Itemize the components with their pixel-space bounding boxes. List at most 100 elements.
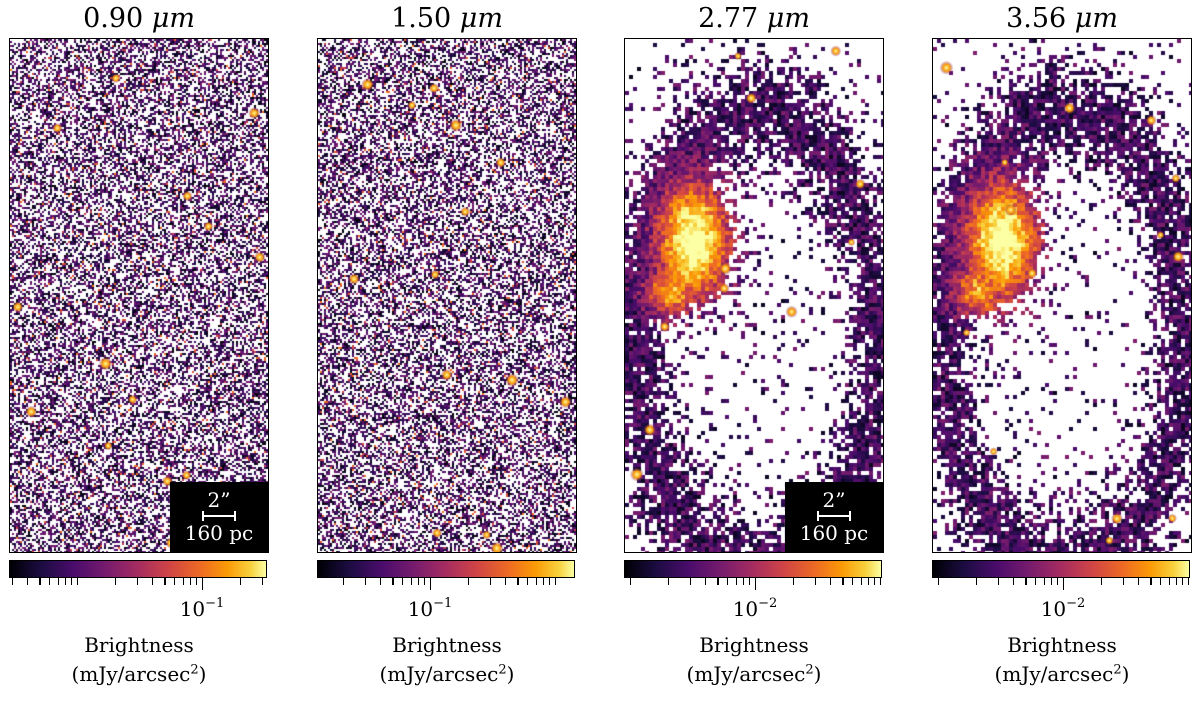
brightness-map-image: 2” 160 pc: [9, 38, 269, 553]
colorbar-ticks: [624, 577, 883, 591]
colorbar-major-tick: [1063, 577, 1065, 590]
colorbar-unit: (mJy/arcsec2): [994, 662, 1130, 686]
colorbar-minor-tick: [1188, 577, 1190, 585]
colorbar-minor-tick: [505, 577, 507, 585]
colorbar-minor-tick: [57, 577, 59, 585]
brightness-map-canvas: [625, 39, 883, 552]
colorbar-minor-tick: [535, 577, 537, 585]
colorbar-minor-tick: [261, 577, 263, 585]
colorbar-minor-tick: [997, 577, 999, 585]
colorbar-label: Brightness: [84, 633, 194, 657]
colorbar-label: Brightness: [699, 633, 809, 657]
colorbar-ticks: [9, 577, 268, 591]
colorbar-minor-tick: [489, 577, 491, 585]
colorbar-minor-tick: [630, 577, 632, 585]
colorbar-minor-tick: [182, 577, 184, 585]
scale-bar-line: [202, 511, 236, 521]
colorbar-unit: (mJy/arcsec2): [379, 662, 515, 686]
colorbar-tick-label: 10−1: [407, 596, 453, 621]
panel-2-77um: 2.77 μm 2” 160 pc 10−2 Brightness (mJy/a…: [624, 0, 884, 701]
colorbar-minor-tick: [867, 577, 870, 585]
panel-0-90um: 0.90 μm 2” 160 pc 10−1 Brightness (mJy/a…: [9, 0, 269, 701]
colorbar-ticks: [932, 577, 1191, 591]
panel-title: 3.56 μm: [1006, 3, 1118, 34]
colorbar-minor-tick: [196, 577, 198, 585]
colorbar-minor-tick: [749, 577, 751, 585]
colorbar-minor-tick: [152, 577, 154, 585]
colorbar-minor-tick: [424, 577, 426, 585]
colorbar-minor-tick: [1043, 577, 1045, 585]
colorbar-major-tick: [755, 577, 757, 590]
colorbar-minor-tick: [1057, 577, 1059, 585]
colorbar-minor-tick: [27, 577, 29, 585]
colorbar-minor-tick: [555, 577, 557, 585]
colorbar-major-tick: [430, 577, 432, 590]
colorbar-minor-tick: [717, 577, 719, 585]
colorbar-ticks: [317, 577, 576, 591]
colorbar-minor-tick: [874, 577, 876, 585]
colorbar-minor-tick: [174, 577, 176, 585]
colorbar-minor-tick: [64, 577, 67, 585]
colorbar-minor-tick: [667, 577, 669, 585]
colorbar-minor-tick: [417, 577, 420, 585]
colorbar-minor-tick: [49, 577, 51, 585]
panel-title: 1.50 μm: [391, 3, 503, 34]
colorbar: [932, 560, 1190, 578]
colorbar-minor-tick: [880, 577, 882, 585]
scale-bar: 2” 160 pc: [170, 482, 268, 552]
colorbar-major-tick: [202, 577, 204, 590]
colorbar-minor-tick: [77, 577, 79, 585]
colorbar-minor-tick: [1050, 577, 1053, 585]
brightness-map-image: [932, 38, 1192, 553]
scale-bar-line: [817, 511, 851, 521]
colorbar: [624, 560, 882, 578]
colorbar-minor-tick: [517, 577, 519, 585]
colorbar-tick-label: 10−2: [1040, 596, 1086, 621]
colorbar-minor-tick: [852, 577, 854, 585]
colorbar-label: Brightness: [392, 633, 502, 657]
colorbar-minor-tick: [1138, 577, 1140, 585]
colorbar-minor-tick: [114, 577, 116, 585]
brightness-map-canvas: [10, 39, 268, 552]
colorbar-minor-tick: [1100, 577, 1102, 585]
colorbar-minor-tick: [136, 577, 138, 585]
colorbar-minor-tick: [467, 577, 469, 585]
colorbar-minor-tick: [842, 577, 844, 585]
colorbar-minor-tick: [1150, 577, 1152, 585]
colorbar-label: Brightness: [1007, 633, 1117, 657]
colorbar-minor-tick: [1160, 577, 1162, 585]
colorbar-minor-tick: [392, 577, 394, 585]
colorbar-tick-label: 10−2: [732, 596, 778, 621]
colorbar-minor-tick: [164, 577, 166, 585]
panel-1-50um: 1.50 μm 10−1 Brightness (mJy/arcsec2): [317, 0, 577, 701]
colorbar: [9, 560, 267, 578]
colorbar-minor-tick: [342, 577, 344, 585]
colorbar-minor-tick: [1025, 577, 1027, 585]
colorbar-minor-tick: [1168, 577, 1170, 585]
colorbar-minor-tick: [364, 577, 366, 585]
colorbar-minor-tick: [410, 577, 412, 585]
brightness-map-image: 2” 160 pc: [624, 38, 884, 553]
colorbar-unit: (mJy/arcsec2): [686, 662, 822, 686]
colorbar-tick-label: 10−1: [179, 596, 225, 621]
colorbar-minor-tick: [527, 577, 529, 585]
panel-title: 2.77 μm: [698, 3, 810, 34]
colorbar-minor-tick: [705, 577, 707, 585]
colorbar-minor-tick: [727, 577, 729, 585]
colorbar-minor-tick: [1013, 577, 1015, 585]
brightness-map-canvas: [933, 39, 1191, 552]
colorbar-minor-tick: [1035, 577, 1037, 585]
panel-3-56um: 3.56 μm 10−2 Brightness (mJy/arcsec2): [932, 0, 1192, 701]
panel-title: 0.90 μm: [83, 3, 195, 34]
colorbar-minor-tick: [938, 577, 940, 585]
colorbar-minor-tick: [1122, 577, 1124, 585]
colorbar-minor-tick: [814, 577, 816, 585]
colorbar-minor-tick: [1182, 577, 1184, 585]
brightness-map-image: [317, 38, 577, 553]
colorbar-minor-tick: [735, 577, 737, 585]
colorbar: [317, 560, 575, 578]
colorbar-minor-tick: [975, 577, 977, 585]
colorbar-unit: (mJy/arcsec2): [71, 662, 207, 686]
colorbar-minor-tick: [11, 577, 13, 585]
colorbar-minor-tick: [1175, 577, 1178, 585]
